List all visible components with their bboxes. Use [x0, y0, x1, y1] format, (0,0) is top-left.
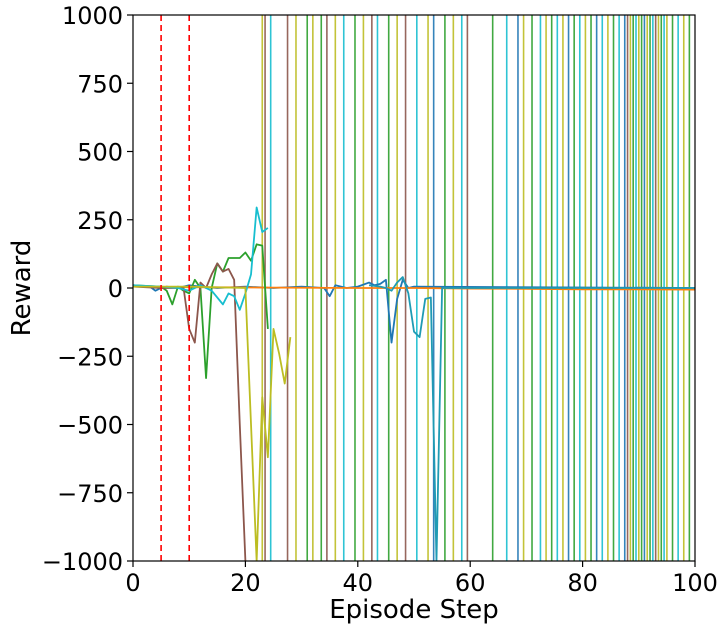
series-line	[133, 206, 269, 311]
y-tick-label: 250	[77, 207, 123, 235]
y-axis: −1000 −750 −500 −250 0 250 500 750 1000	[42, 2, 133, 576]
y-axis-label: Reward	[7, 240, 37, 337]
x-tick-label: 20	[230, 569, 261, 597]
x-tick-label: 100	[672, 569, 718, 597]
y-tick-label: −250	[57, 343, 123, 371]
x-tick-label: 0	[125, 569, 140, 597]
series-line	[133, 262, 247, 561]
series-line	[133, 285, 292, 561]
x-axis: 0 20 40 60 80 100	[125, 561, 718, 597]
y-tick-label: −500	[57, 412, 123, 440]
x-tick-label: 60	[455, 569, 486, 597]
y-tick-label: 1000	[62, 2, 123, 30]
y-tick-label: −750	[57, 480, 123, 508]
y-tick-label: 500	[77, 139, 123, 167]
x-tick-label: 40	[343, 569, 374, 597]
x-axis-label: Episode Step	[329, 595, 499, 625]
y-tick-label: 0	[108, 275, 123, 303]
y-tick-label: 750	[77, 70, 123, 98]
series-line	[368, 276, 695, 561]
y-tick-label: −1000	[42, 548, 123, 576]
plot-area	[133, 15, 695, 561]
x-tick-label: 80	[567, 569, 598, 597]
